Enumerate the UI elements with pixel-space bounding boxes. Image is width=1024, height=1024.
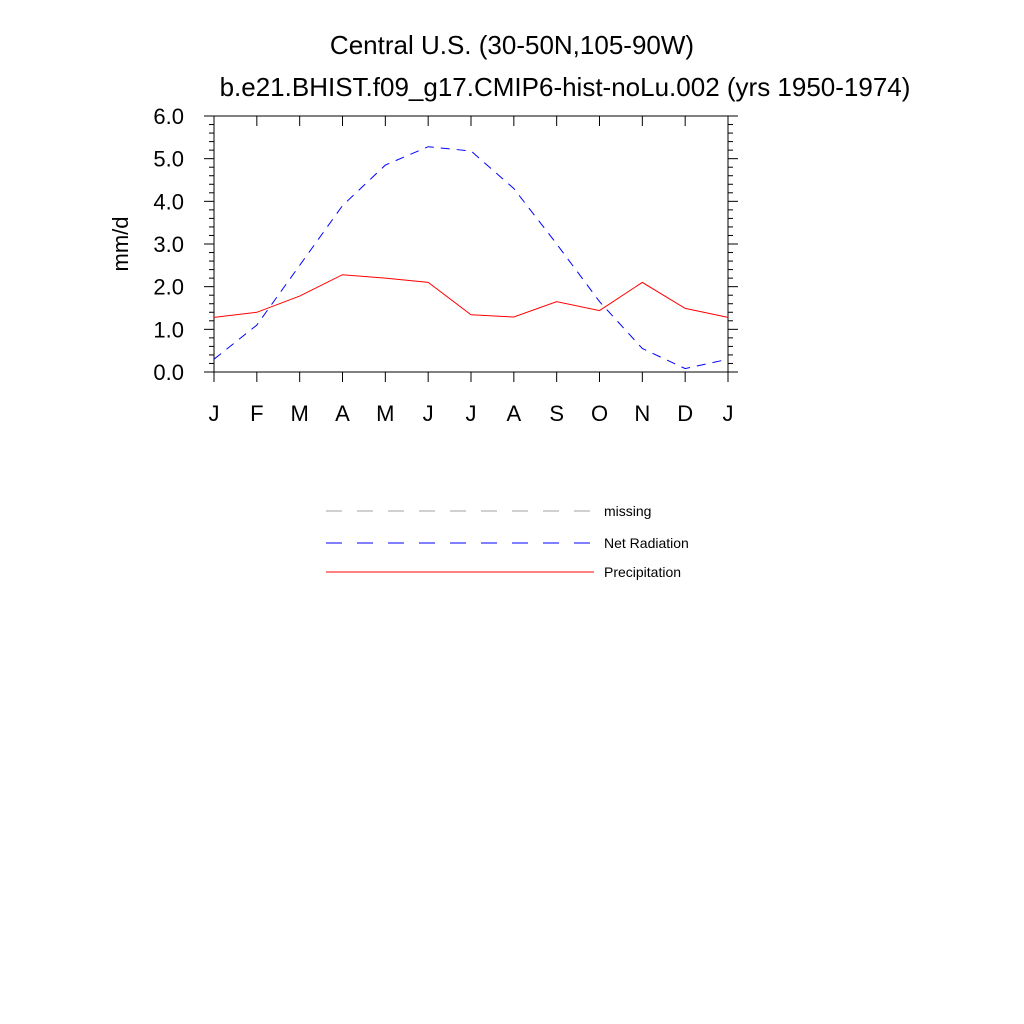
x-tick-label: F <box>250 401 263 426</box>
x-tick-label: O <box>591 401 608 426</box>
x-tick-label: M <box>291 401 309 426</box>
chart-subtitle: b.e21.BHIST.f09_g17.CMIP6-hist-noLu.002 … <box>220 72 911 102</box>
y-tick-label: 1.0 <box>153 317 184 342</box>
legend-label-net-radiation: Net Radiation <box>604 535 689 551</box>
series-line-precipitation <box>213 274 729 318</box>
y-axis-label: mm/d <box>108 217 133 272</box>
x-tick-label: M <box>376 401 394 426</box>
x-tick-label: J <box>723 401 734 426</box>
y-tick-label: 5.0 <box>153 147 184 172</box>
legend-label-precipitation: Precipitation <box>604 564 681 580</box>
legend-label-missing: missing <box>604 503 651 519</box>
series-line-net-radiation <box>213 146 729 370</box>
plot-frame <box>213 115 729 373</box>
x-tick-label: J <box>423 401 434 426</box>
y-tick-label: 3.0 <box>153 232 184 257</box>
y-tick-label: 0.0 <box>153 360 184 385</box>
chart-title: Central U.S. (30-50N,105-90W) <box>330 30 694 60</box>
x-tick-label: J <box>466 401 477 426</box>
y-tick-label: 4.0 <box>153 189 184 214</box>
y-tick-label: 6.0 <box>153 104 184 129</box>
y-tick-label: 2.0 <box>153 275 184 300</box>
x-tick-label: A <box>506 401 521 426</box>
x-tick-label: S <box>549 401 564 426</box>
x-tick-label: J <box>209 401 220 426</box>
x-tick-label: N <box>634 401 650 426</box>
x-tick-label: A <box>335 401 350 426</box>
x-tick-label: D <box>677 401 693 426</box>
